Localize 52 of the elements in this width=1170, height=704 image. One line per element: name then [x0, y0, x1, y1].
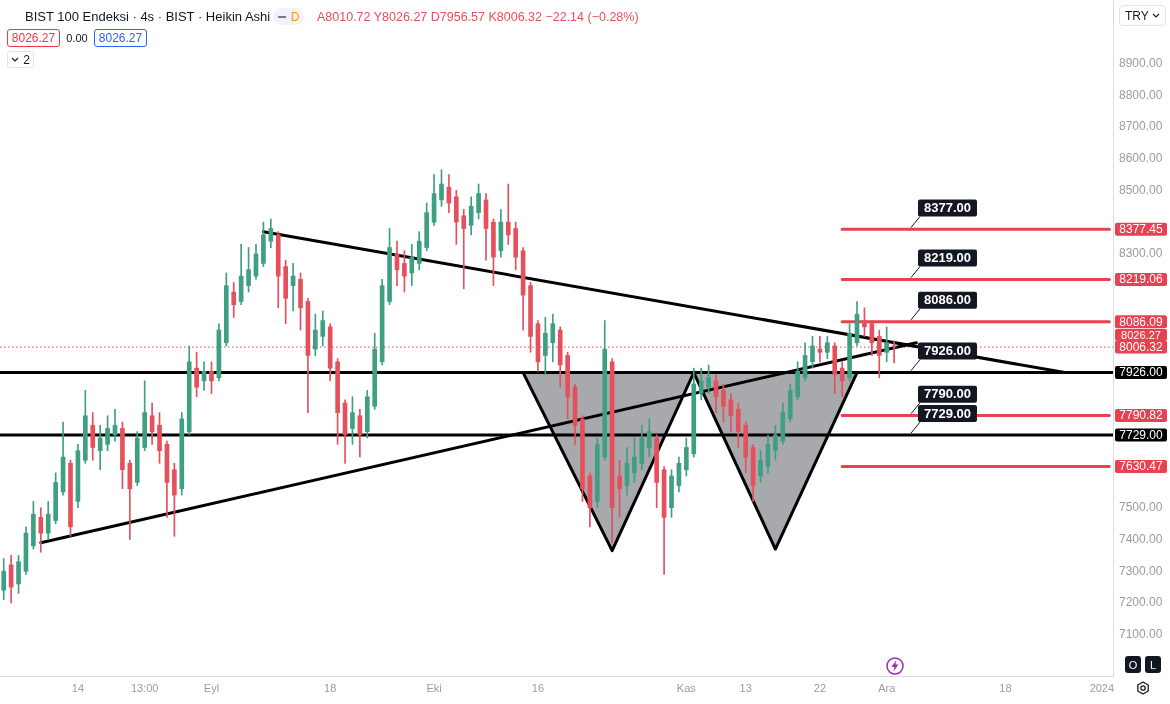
y-tick-label: 8300.00 — [1118, 246, 1163, 261]
y-tick-label: 8900.00 — [1118, 55, 1163, 70]
x-tick-label: 18 — [324, 681, 337, 694]
annotation: 8026.27 — [98, 31, 143, 45]
data-label: 7630.47 — [1119, 459, 1164, 474]
annotation: 0.00 — [66, 32, 88, 44]
annotation: 7926.00 — [924, 343, 971, 359]
x-tick-label: Kas — [676, 681, 697, 694]
x-tick-label: Ara — [878, 681, 897, 694]
toggle-button: L — [1145, 656, 1161, 673]
currency-button: TRY — [1119, 5, 1166, 26]
status-badge: D — [273, 8, 304, 25]
y-tick-label: 8800.00 — [1118, 87, 1163, 102]
annotation: D — [290, 9, 300, 24]
price-tag: 8026.27 — [1115, 328, 1167, 341]
data-label: 8086.09 — [1119, 314, 1164, 329]
annotation: 8026.27 — [11, 31, 56, 45]
x-tick-label: 2024 — [1089, 681, 1115, 694]
toggle-button: O — [1125, 656, 1141, 673]
dropdown-button: 2 — [7, 51, 34, 68]
data-label: 8219.06 — [1119, 272, 1164, 287]
y-tick-label: 8500.00 — [1118, 182, 1163, 197]
y-tick-label: 7200.00 — [1118, 595, 1163, 610]
x-tick-label: 16 — [531, 681, 545, 694]
x-tick-label: 13 — [739, 681, 752, 694]
text: A8010.72 Y8026.27 D7956.57 K8006.32 −22.14 (−0.28%) — [317, 9, 639, 25]
y-tick-label: 7400.00 — [1118, 531, 1163, 546]
ref-line-label: 7729.00 — [1119, 427, 1164, 442]
data-label: 8377.45 — [1119, 222, 1164, 237]
y-tick-label: 7500.00 — [1118, 500, 1163, 515]
ref-line-label: 7926.00 — [1119, 365, 1164, 380]
price-box: 8026.27 — [94, 29, 147, 47]
data-label: 7790.82 — [1119, 408, 1164, 423]
y-tick-label: 7100.00 — [1118, 627, 1163, 642]
annotation: 8219.00 — [924, 250, 971, 266]
x-tick-label: 22 — [813, 681, 827, 694]
y-tick-label: 8700.00 — [1118, 119, 1163, 134]
x-tick-label: 18 — [999, 681, 1012, 694]
text: BIST 100 Endeksi · 4s · BIST · Heikin Ashi — [25, 8, 271, 25]
ref-line-label: 8006.32 — [1119, 339, 1164, 354]
x-tick-label: Eyl — [203, 681, 220, 694]
annotation: 2 — [23, 52, 30, 67]
x-tick-label: 14 — [71, 681, 85, 694]
x-tick-label: 13:00 — [130, 681, 159, 694]
price-box: 8026.27 — [7, 29, 60, 47]
y-tick-label: 8600.00 — [1118, 151, 1163, 165]
x-tick-label: Eki — [426, 681, 442, 694]
annotation: 7790.00 — [924, 386, 971, 402]
annotation: 8377.00 — [924, 200, 971, 216]
annotation: 8086.00 — [924, 292, 971, 308]
y-tick-label: 7300.00 — [1118, 563, 1163, 578]
annotation: 7729.00 — [924, 405, 971, 421]
